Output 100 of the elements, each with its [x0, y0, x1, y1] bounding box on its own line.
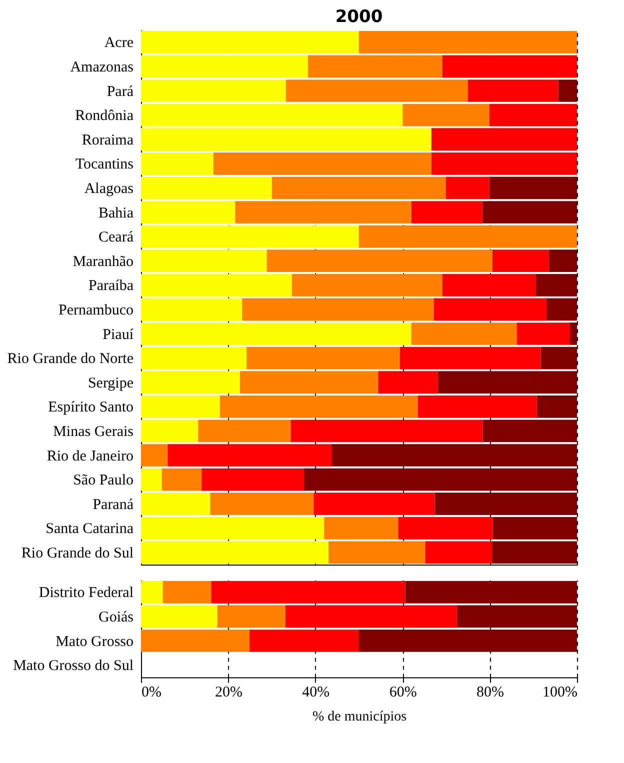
y-tick-label: Minas Gerais — [53, 424, 134, 440]
bar — [286, 80, 468, 102]
bar — [267, 250, 492, 272]
bar — [141, 444, 168, 466]
bar — [516, 322, 570, 345]
bar — [242, 298, 434, 321]
bar — [418, 395, 537, 418]
bar — [141, 420, 198, 442]
y-tick-label: Tocantins — [75, 156, 134, 173]
bar — [536, 395, 577, 418]
bar — [425, 541, 492, 564]
bar — [141, 250, 268, 272]
bar — [292, 274, 442, 296]
x-tick-label: 0% — [142, 684, 162, 701]
chart-title: 2000 — [335, 7, 383, 27]
bar — [272, 176, 446, 200]
bar — [141, 516, 324, 540]
bar — [549, 250, 577, 272]
bar — [198, 420, 291, 442]
y-tick-label: Distrito Federal — [38, 585, 134, 602]
bar — [468, 80, 558, 102]
bar — [141, 371, 240, 394]
bar — [558, 80, 577, 102]
bar — [431, 128, 577, 151]
bar — [141, 152, 214, 175]
bar — [213, 152, 432, 175]
bar — [442, 274, 536, 296]
bar — [434, 298, 546, 321]
bar — [359, 225, 577, 248]
y-tick-label: Piauí — [102, 326, 134, 343]
y-tick-label: Pernambuco — [58, 302, 134, 318]
bar — [141, 395, 220, 418]
y-tick-label: Paraíba — [88, 278, 134, 294]
x-tick-label: 40% — [302, 684, 330, 701]
bar — [570, 322, 577, 345]
bar — [235, 201, 412, 224]
bar — [220, 395, 418, 418]
y-tick-label: Mato Grosso — [56, 634, 134, 650]
bar — [141, 346, 247, 370]
y-tick-label: Rio de Janeiro — [46, 448, 134, 464]
bar — [438, 371, 577, 394]
bar — [431, 152, 577, 175]
y-tick-label: Rio Grande do Sul — [21, 545, 134, 562]
bar — [446, 176, 490, 200]
y-tick-label: Santa Catarina — [46, 521, 134, 538]
y-tick-label: Pará — [106, 84, 134, 100]
bar — [141, 176, 272, 200]
y-tick-label: Alagoas — [84, 180, 134, 197]
bar — [482, 420, 577, 442]
bar — [411, 322, 517, 345]
bar — [290, 420, 483, 442]
bar — [546, 298, 577, 321]
bar — [492, 250, 550, 272]
y-tick-label: Roraima — [82, 132, 134, 148]
x-tick-label: 80% — [476, 684, 504, 701]
x-axis-title: % de municípios — [312, 710, 407, 725]
y-tick-label: Paraná — [92, 496, 134, 513]
bar — [482, 201, 577, 224]
bar — [141, 492, 210, 516]
bar — [378, 371, 438, 394]
bar — [141, 322, 412, 345]
bar — [210, 492, 314, 516]
x-tick-label: 20% — [214, 684, 242, 701]
y-tick-label: Rio Grande do Norte — [7, 351, 134, 368]
bar — [304, 468, 577, 491]
bar — [442, 55, 577, 78]
bar — [240, 371, 378, 394]
bar — [492, 516, 577, 540]
bar — [162, 468, 202, 491]
y-tick-label: Maranhão — [72, 254, 134, 270]
bar — [540, 346, 577, 370]
bar — [141, 104, 403, 126]
bar — [400, 346, 541, 370]
y-tick-label: São Paulo — [73, 472, 134, 489]
bar — [411, 201, 482, 224]
bar — [398, 516, 493, 540]
y-tick-label: Ceará — [98, 230, 134, 246]
y-tick-label: Bahia — [98, 205, 134, 222]
bar — [168, 444, 332, 466]
bar — [402, 104, 490, 126]
bar — [489, 104, 577, 126]
x-tick-label: 100% — [542, 684, 578, 701]
bar — [492, 541, 577, 564]
y-tick-label: Goiás — [98, 609, 134, 626]
bar — [434, 492, 577, 516]
bar — [202, 468, 304, 491]
bar — [141, 30, 359, 54]
bar — [359, 30, 577, 54]
bar — [536, 274, 577, 296]
bar — [489, 176, 577, 200]
bar — [141, 55, 308, 78]
y-tick-label: Mato Grosso do Sul — [13, 658, 134, 674]
bar — [246, 346, 400, 370]
bar — [141, 541, 328, 564]
bar — [141, 298, 242, 321]
bar — [141, 201, 236, 224]
bar — [308, 55, 442, 78]
bar — [141, 468, 162, 491]
bar — [141, 128, 432, 151]
y-tick-label: Rondônia — [75, 108, 134, 124]
